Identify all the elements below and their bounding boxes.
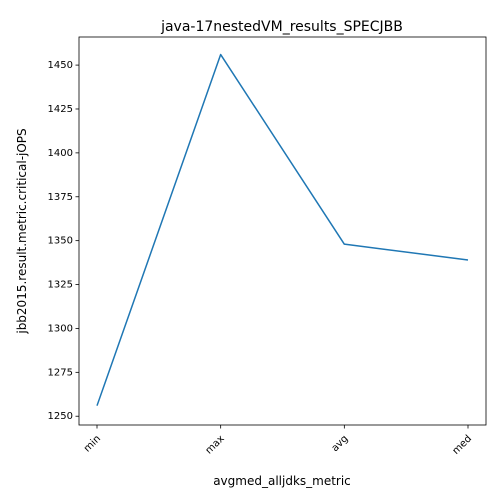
- series-layer: [96, 53, 469, 406]
- y-tick-label: 1275: [48, 367, 73, 378]
- y-tick-label: 1325: [48, 280, 73, 291]
- plot-area: [78, 36, 487, 426]
- x-tick-label: med: [451, 433, 475, 457]
- y-tick-label: 1425: [48, 104, 73, 115]
- y-tick-label: 1250: [48, 411, 73, 422]
- x-tick-label: min: [82, 433, 103, 454]
- y-tick-label: 1450: [48, 60, 73, 71]
- x-tick-label: max: [204, 433, 227, 456]
- y-tick-label: 1350: [48, 236, 73, 247]
- chart-title: java-17nestedVM_results_SPECJBB: [160, 19, 403, 35]
- y-tick-label: 1300: [48, 323, 73, 334]
- y-axis-label: jbb2015.result.metric.critical-jOPS: [15, 128, 29, 334]
- y-tick-label: 1375: [48, 192, 73, 203]
- x-tick-label: avg: [330, 433, 351, 454]
- x-axis: min max avg med: [82, 425, 474, 457]
- series-line-0: [96, 53, 469, 406]
- y-axis: 1250 1275 1300 1325 1350 1375 1400 1425 1450: [48, 60, 79, 422]
- x-axis-label: avgmed_alljdks_metric: [213, 474, 351, 488]
- y-tick-label: 1400: [48, 148, 73, 159]
